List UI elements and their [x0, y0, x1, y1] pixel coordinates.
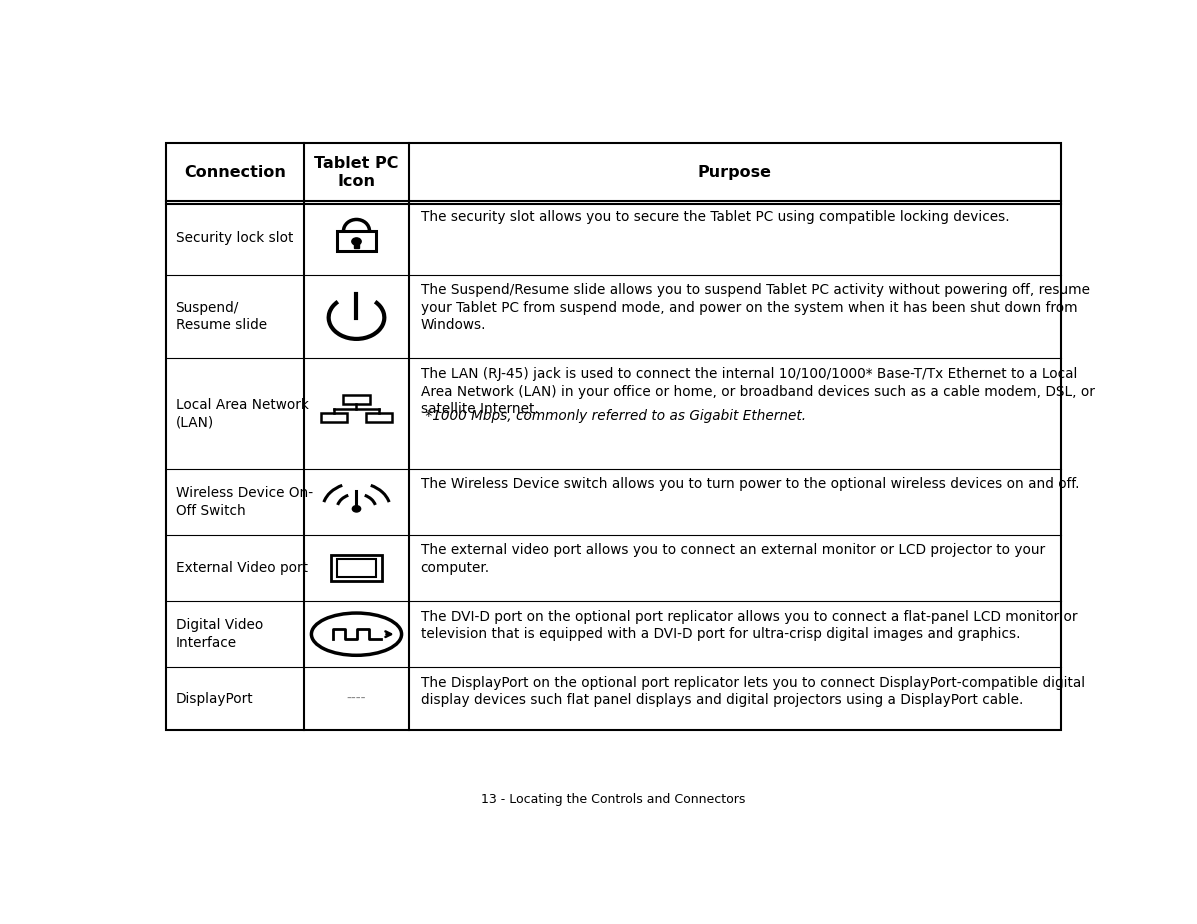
Circle shape	[352, 237, 361, 245]
Text: Suspend/
Resume slide: Suspend/ Resume slide	[176, 300, 267, 333]
Bar	[344, 395, 370, 404]
Text: The DVI-D port on the optional port replicator allows you to connect a flat-pane: The DVI-D port on the optional port repl…	[420, 610, 1077, 641]
Bar	[332, 554, 382, 581]
Bar	[338, 559, 376, 578]
Text: The LAN (RJ-45) jack is used to connect the internal 10/100/1000* Base-T/Tx Ethe: The LAN (RJ-45) jack is used to connect …	[420, 367, 1094, 416]
Text: The external video port allows you to connect an external monitor or LCD project: The external video port allows you to co…	[420, 543, 1045, 575]
Text: 13 - Locating the Controls and Connectors: 13 - Locating the Controls and Connector…	[481, 793, 746, 806]
Text: The Wireless Device switch allows you to turn power to the optional wireless dev: The Wireless Device switch allows you to…	[420, 478, 1078, 492]
Text: Connection: Connection	[184, 164, 286, 179]
Text: Digital Video
Interface: Digital Video Interface	[176, 618, 263, 650]
Circle shape	[352, 505, 360, 512]
Text: The security slot allows you to secure the Tablet PC using compatible locking de: The security slot allows you to secure t…	[420, 210, 1009, 224]
Text: The DisplayPort on the optional port replicator lets you to connect DisplayPort-: The DisplayPort on the optional port rep…	[420, 675, 1084, 707]
Text: Local Area Network
(LAN): Local Area Network (LAN)	[176, 397, 309, 430]
Bar	[321, 413, 347, 422]
Bar	[365, 413, 393, 422]
Text: The Suspend/Resume slide allows you to suspend Tablet PC activity without poweri: The Suspend/Resume slide allows you to s…	[420, 283, 1089, 332]
Text: Wireless Device On-
Off Switch: Wireless Device On- Off Switch	[176, 486, 312, 517]
Text: Tablet PC
Icon: Tablet PC Icon	[315, 155, 399, 188]
Bar	[166, 143, 1061, 730]
Bar	[354, 243, 359, 248]
Text: Security lock slot: Security lock slot	[176, 231, 293, 245]
Bar	[338, 231, 376, 250]
Text: ----: ----	[347, 691, 366, 706]
Text: *1000 Mbps, commonly referred to as Gigabit Ethernet.: *1000 Mbps, commonly referred to as Giga…	[420, 408, 806, 422]
Text: DisplayPort: DisplayPort	[176, 691, 254, 706]
Text: Purpose: Purpose	[698, 164, 772, 179]
Text: External Video port: External Video port	[176, 561, 308, 575]
